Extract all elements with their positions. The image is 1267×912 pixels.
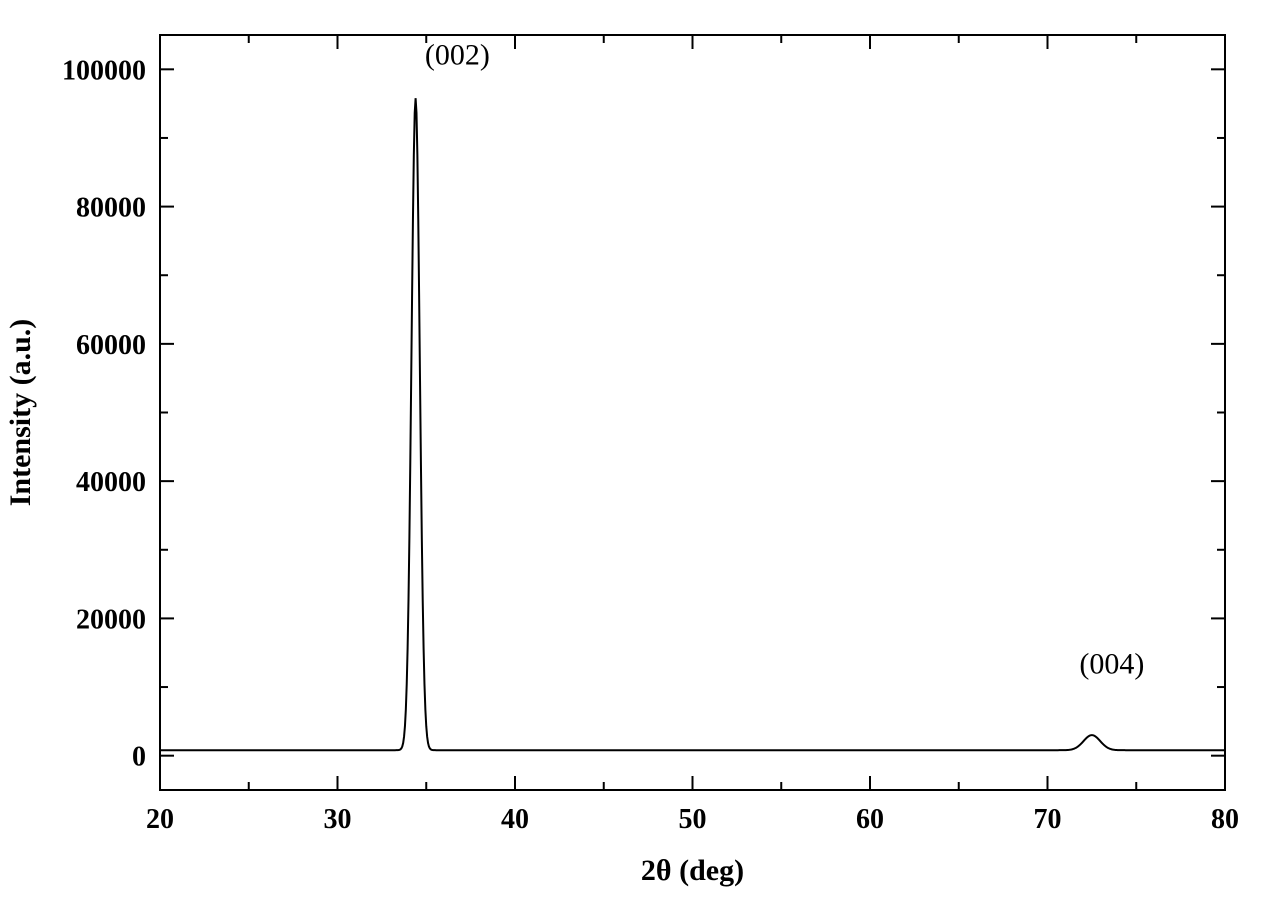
y-tick-label: 40000: [76, 467, 146, 498]
x-axis-label: 2θ (deg): [641, 854, 744, 887]
x-tick-label: 60: [856, 804, 884, 835]
peak-label: (004): [1079, 647, 1144, 680]
peak-label: (002): [425, 38, 490, 71]
y-tick-label: 100000: [62, 55, 146, 86]
x-tick-label: 80: [1211, 804, 1239, 835]
x-tick-label: 70: [1034, 804, 1062, 835]
xrd-chart: 20 30 40 50 60 70 80 0 20000 40000 60000 80000 10000…: [0, 0, 1267, 912]
chart-svg: 20 30 40 50 60 70 80 0 20000 40000 60000 80000 10000…: [0, 0, 1267, 912]
x-tick-label: 30: [324, 804, 352, 835]
y-tick-label: 20000: [76, 604, 146, 635]
x-tick-label: 50: [679, 804, 707, 835]
y-axis-label: Intensity (a.u.): [4, 319, 37, 507]
y-tick-label: 80000: [76, 193, 146, 224]
x-tick-label: 20: [146, 804, 174, 835]
y-tick-label: 0: [132, 742, 146, 773]
x-tick-label: 40: [501, 804, 529, 835]
y-tick-label: 60000: [76, 330, 146, 361]
